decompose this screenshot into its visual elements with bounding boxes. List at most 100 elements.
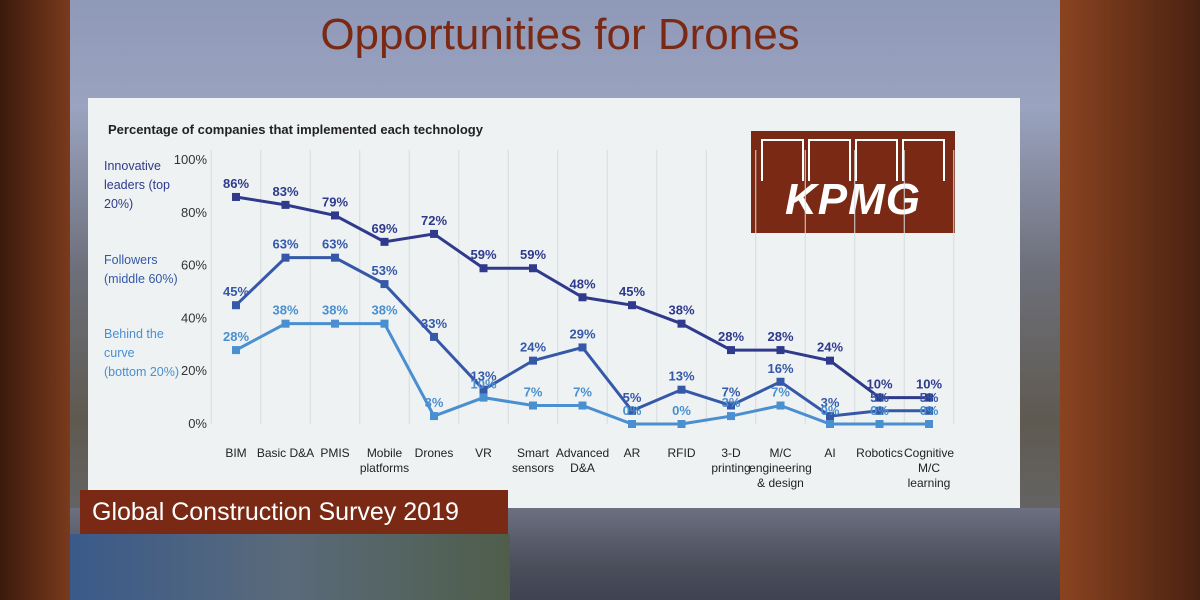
data-point <box>875 406 884 415</box>
kpmg-logo: KPMG <box>751 131 955 233</box>
x-tick-label-line: Smart <box>517 446 550 460</box>
data-point <box>826 420 834 428</box>
data-point <box>727 401 735 410</box>
data-label: 69% <box>371 221 397 236</box>
data-label: 3% <box>722 395 741 410</box>
x-tick-label: Smart sensors <box>512 446 554 475</box>
data-label: 16% <box>767 361 793 376</box>
x-tick-label-line: M/C <box>918 461 940 475</box>
x-tick-label-line: Basic D&A <box>257 446 314 460</box>
legend-entry: Followers (middle 60%) <box>104 253 178 286</box>
survey-banner: Global Construction Survey 2019 <box>80 490 508 534</box>
data-point <box>430 412 438 421</box>
data-point <box>875 393 884 402</box>
x-tick-label: M/C engineering & design <box>749 446 812 490</box>
x-tick-label: PMIS <box>320 446 349 460</box>
data-label: 28% <box>767 329 793 344</box>
x-tick-label-line: Robotics <box>856 446 903 460</box>
legend-entry-line: Behind the <box>104 327 164 341</box>
data-label: 28% <box>718 329 744 344</box>
data-point <box>826 412 834 421</box>
data-label: 7% <box>524 385 543 400</box>
data-label: 13% <box>470 369 496 384</box>
data-point <box>826 356 834 365</box>
logo-boxes <box>761 139 945 181</box>
data-point <box>380 280 389 289</box>
data-label: 53% <box>371 263 397 278</box>
data-label: 86% <box>223 176 249 191</box>
x-tick-label-line: VR <box>475 446 492 460</box>
data-point <box>281 319 290 328</box>
legend-entry: Behind the curve (bottom 20%) <box>104 327 179 379</box>
y-tick-label: 60% <box>181 258 207 273</box>
data-point <box>479 385 488 394</box>
room-wall-right <box>1060 0 1200 600</box>
data-label: 10% <box>470 377 496 392</box>
data-label: 5% <box>623 390 642 405</box>
x-tick-label-line: AR <box>624 446 641 460</box>
data-label: 48% <box>569 276 595 291</box>
x-tick-label: Advanced D&A <box>556 446 609 475</box>
y-tick-label: 40% <box>181 310 207 325</box>
x-tick-label-line: sensors <box>512 461 554 475</box>
data-label: 59% <box>520 247 546 262</box>
data-label: 83% <box>272 184 298 199</box>
data-point <box>677 385 686 394</box>
data-point <box>578 401 587 410</box>
data-point <box>727 412 735 421</box>
x-tick-label-line: learning <box>908 476 951 490</box>
x-tick-label: 3-D printing <box>711 446 750 475</box>
data-point <box>875 420 884 428</box>
x-tick-label-line: platforms <box>360 461 409 475</box>
legend-entry-line: Followers <box>104 253 158 267</box>
data-point <box>281 200 290 209</box>
x-tick-label: BIM <box>225 446 246 460</box>
data-label: 0% <box>870 403 889 418</box>
data-point <box>776 401 785 410</box>
x-tick-label-line: Drones <box>415 446 454 460</box>
x-tick-label-line: PMIS <box>320 446 349 460</box>
x-tick-label-line: Advanced <box>556 446 609 460</box>
x-tick-label-line: RFID <box>668 446 696 460</box>
data-label: 10% <box>916 377 942 392</box>
y-tick-label: 0% <box>188 416 207 431</box>
data-label: 7% <box>573 385 592 400</box>
data-point <box>677 420 686 428</box>
data-label: 7% <box>722 385 741 400</box>
data-label: 45% <box>223 284 249 299</box>
x-tick-label: Drones <box>415 446 454 460</box>
data-label: 5% <box>920 390 939 405</box>
background-site-photo-foreground <box>70 534 510 600</box>
x-tick-label-line: 3-D <box>721 446 741 460</box>
x-tick-label-line: printing <box>711 461 750 475</box>
x-tick-label-line: & design <box>757 476 804 490</box>
data-label: 5% <box>870 390 889 405</box>
data-point <box>578 293 587 302</box>
data-label: 45% <box>619 284 645 299</box>
data-label: 0% <box>672 403 691 418</box>
data-point <box>578 343 587 352</box>
y-tick-label: 20% <box>181 363 207 378</box>
data-point <box>430 332 438 341</box>
data-point <box>232 192 240 201</box>
legend-entry-line: leaders (top <box>104 178 170 192</box>
data-point <box>776 346 785 355</box>
data-point <box>331 319 339 328</box>
legend-entry-line: (middle 60%) <box>104 272 178 286</box>
data-point <box>380 319 389 328</box>
data-label: 3% <box>821 395 840 410</box>
data-point <box>628 406 636 415</box>
x-tick-label: Mobile platforms <box>360 446 409 475</box>
data-label: 38% <box>668 303 694 318</box>
data-point <box>529 356 537 365</box>
data-point <box>776 377 785 386</box>
data-point <box>925 406 933 415</box>
legend-entry-line: curve <box>104 346 135 360</box>
data-label: 3% <box>425 395 444 410</box>
data-point <box>281 253 290 262</box>
data-point <box>331 253 339 262</box>
x-tick-label-line: D&A <box>570 461 595 475</box>
data-point <box>727 346 735 355</box>
data-label: 29% <box>569 326 595 341</box>
data-point <box>925 393 933 402</box>
